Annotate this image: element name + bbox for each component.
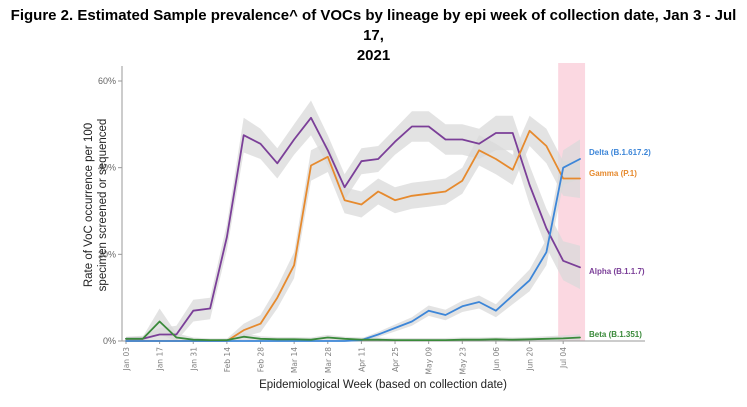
series-line — [125, 116, 581, 340]
highlight-band — [558, 63, 586, 341]
x-tick-label: Mar 14 — [290, 347, 299, 373]
x-tick-label: May 23 — [458, 347, 467, 375]
x-tick-label: Apr 25 — [391, 347, 400, 372]
series-band — [126, 100, 580, 341]
series-line — [125, 320, 581, 342]
y-axis-label-line1: Rate of VoC occurrence per 100 — [83, 123, 95, 287]
x-tick-label: Jun 06 — [492, 347, 501, 372]
series-line — [125, 158, 581, 342]
chart-title-line2: 2021 — [356, 47, 391, 64]
chart-title: Figure 2. Estimated Sample prevalence^ o… — [0, 6, 747, 66]
y-tick-label: 20% — [98, 249, 116, 259]
x-axis-label: Epidemiological Week (based on collectio… — [259, 379, 507, 391]
line-layer — [125, 116, 581, 342]
y-axis-label-line2: specimen screened or sequenced — [97, 119, 109, 292]
x-tick-label: Mar 28 — [324, 347, 333, 373]
series-label: Delta (B.1.617.2) — [589, 148, 651, 157]
chart-title-line1: Figure 2. Estimated Sample prevalence^ o… — [10, 7, 737, 44]
x-tick-label: Jan 03 — [122, 347, 131, 372]
x-tick-label: Feb 28 — [257, 347, 266, 372]
axis-layer: 0% 20% 40% 60% Jan 03 Jan 17 Jan 31 Feb 14 Feb 2… — [98, 66, 645, 374]
x-tick-label: Jan 31 — [189, 347, 198, 372]
x-tick-label: Jan 17 — [156, 347, 165, 372]
y-tick-label: 40% — [98, 163, 116, 173]
x-tick-label: Jul 04 — [559, 347, 568, 369]
band-layer — [126, 100, 580, 341]
x-tick-label: May 09 — [425, 347, 434, 375]
highlight-layer — [558, 63, 586, 341]
series-band — [126, 308, 580, 341]
label-layer: Alpha (B.1.1.7) Gamma (P.1) Delta (B.1.617… — [589, 148, 651, 339]
x-tick-label: Feb 14 — [223, 347, 232, 372]
series-label: Alpha (B.1.1.7) — [589, 267, 645, 276]
y-tick-label: 0% — [103, 336, 116, 346]
series-label: Beta (B.1.351) — [589, 330, 642, 339]
y-tick-label: 60% — [98, 76, 116, 86]
series-label: Gamma (P.1) — [589, 169, 637, 178]
x-tick-label: Apr 11 — [357, 347, 366, 372]
x-tick-label: Jun 20 — [526, 347, 535, 372]
